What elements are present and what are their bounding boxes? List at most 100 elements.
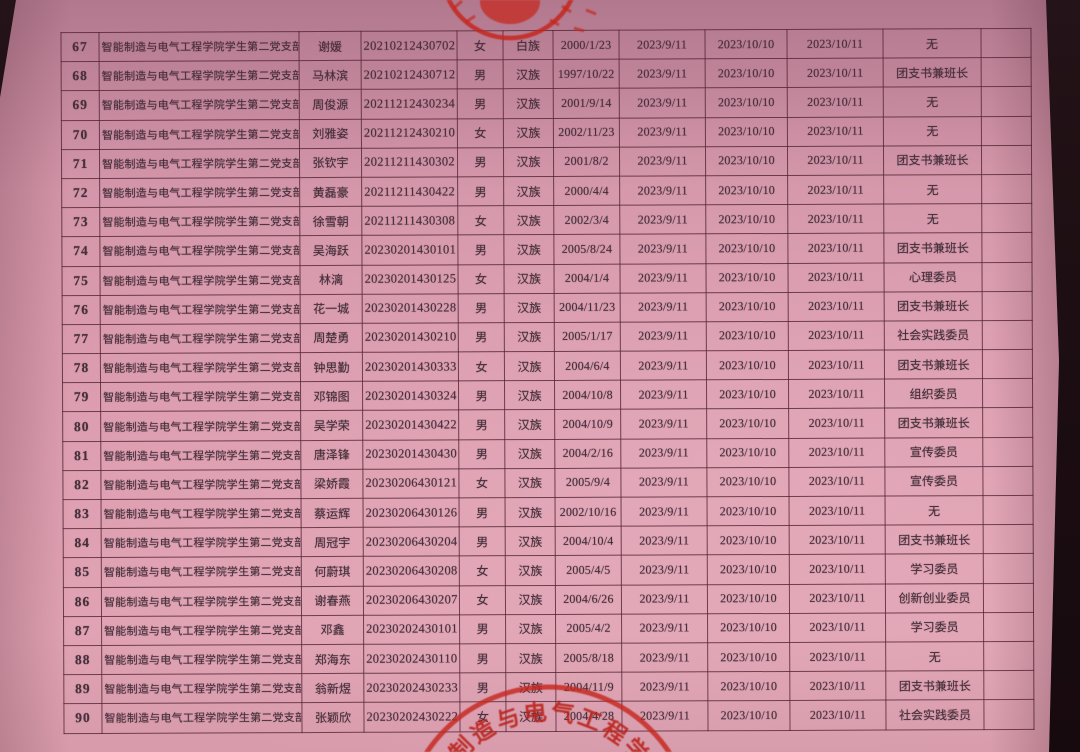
table-cell: 汉族 bbox=[503, 234, 554, 265]
table-cell: 2023/9/11 bbox=[620, 409, 707, 439]
table-cell: 无 bbox=[885, 641, 984, 672]
table-cell: 团支书兼班长 bbox=[885, 524, 984, 555]
table-cell: 汉族 bbox=[504, 439, 555, 469]
table-cell: 2004/2/16 bbox=[554, 438, 621, 469]
table-cell: 89 bbox=[63, 674, 102, 704]
table-cell: 2023/10/10 bbox=[705, 58, 788, 89]
table-cell: 智能制造与电气工程学院学生第二党支部 bbox=[100, 381, 301, 412]
table-cell: 男 bbox=[458, 380, 505, 411]
table-cell bbox=[982, 378, 1033, 409]
table-cell: 20230201430333 bbox=[362, 351, 459, 382]
table-cell: 2004/6/26 bbox=[555, 584, 622, 615]
table-cell: 2023/10/10 bbox=[706, 438, 789, 468]
table-cell: 谢春燕 bbox=[301, 585, 364, 616]
table-cell bbox=[982, 320, 1033, 350]
table-cell: 2004/11/9 bbox=[555, 672, 622, 702]
table-cell: 73 bbox=[61, 207, 100, 237]
table-cell: 智能制造与电气工程学院学生第二党支部 bbox=[100, 323, 301, 354]
table-cell: 20210212430702 bbox=[360, 30, 458, 61]
table-cell: 72 bbox=[61, 178, 100, 208]
table-cell bbox=[983, 495, 1034, 525]
table-cell bbox=[983, 553, 1034, 584]
table-cell: 2023/10/11 bbox=[787, 116, 884, 147]
table-cell: 20230201430210 bbox=[362, 322, 459, 353]
table-cell: 2000/1/23 bbox=[552, 30, 620, 60]
table-cell: 汉族 bbox=[503, 147, 554, 177]
table-row: 89 智能制造与电气工程学院学生第二党支部 翁新煜 20230202430233 男汉族… bbox=[63, 670, 1034, 704]
table-cell: 智能制造与电气工程学院学生第二党支部 bbox=[101, 702, 303, 733]
table-cell: 女 bbox=[456, 30, 504, 61]
table-cell: 2023/9/11 bbox=[620, 350, 707, 381]
table-row: 71 智能制造与电气工程学院学生第二党支部 张钦宇 20211211430302 男汉族… bbox=[61, 145, 1032, 179]
table-cell: 2023/9/11 bbox=[621, 584, 708, 614]
table-cell: 2023/10/11 bbox=[787, 233, 884, 263]
table-cell: 20230202430233 bbox=[363, 673, 460, 703]
table-cell: 男 bbox=[458, 293, 505, 323]
table-row: 86 智能制造与电气工程学院学生第二党支部 谢春燕 20230206430207 女汉族… bbox=[63, 582, 1034, 617]
table-cell: 2023/10/11 bbox=[787, 204, 884, 234]
table-cell: 78 bbox=[62, 353, 101, 383]
table-cell: 2023/10/11 bbox=[787, 58, 884, 88]
table-cell: 2023/10/11 bbox=[788, 350, 885, 380]
table-cell: 女 bbox=[458, 468, 506, 498]
table-cell: 男 bbox=[459, 497, 506, 528]
table-cell bbox=[981, 174, 1032, 204]
table-cell bbox=[983, 612, 1034, 642]
table-cell bbox=[982, 291, 1033, 321]
table-cell: 周俊源 bbox=[299, 89, 362, 120]
table-cell: 2001/8/2 bbox=[553, 146, 620, 177]
table-cell: 无 bbox=[883, 116, 982, 146]
table-cell: 20230202430222 bbox=[363, 702, 461, 732]
table-cell: 2023/10/10 bbox=[706, 467, 790, 497]
table-cell: 2023/9/11 bbox=[620, 467, 708, 498]
table-cell: 2023/10/10 bbox=[705, 117, 788, 147]
table-cell: 宣传委员 bbox=[884, 437, 983, 467]
table-cell: 75 bbox=[61, 265, 101, 296]
table-cell: 2023/10/11 bbox=[789, 671, 886, 701]
table-cell: 男 bbox=[458, 410, 505, 440]
table-cell: 智能制造与电气工程学院学生第二党支部 bbox=[100, 294, 301, 325]
table-cell: 71 bbox=[61, 149, 100, 179]
table-cell: 钟思勤 bbox=[300, 352, 363, 382]
table-cell: 2023/9/11 bbox=[621, 555, 708, 585]
table-cell: 汉族 bbox=[503, 118, 554, 148]
table-cell: 87 bbox=[63, 616, 102, 646]
roster-table: 67 智能制造与电气工程学院学生第二党支部 谢媛 20210212430702 女白族 2… bbox=[60, 28, 1035, 734]
table-cell: 2005/8/24 bbox=[553, 234, 620, 264]
table-cell: 黄磊豪 bbox=[299, 177, 362, 207]
table-cell: 智能制造与电气工程学院学生第二党支部 bbox=[99, 60, 300, 91]
table-cell: 2023/10/10 bbox=[706, 379, 789, 410]
table-cell: 男 bbox=[458, 322, 505, 352]
table-cell: 2023/10/11 bbox=[788, 466, 886, 497]
table-cell: 2023/10/11 bbox=[788, 437, 885, 468]
table-cell: 2023/10/10 bbox=[707, 671, 790, 702]
table-row: 75 智能制造与电气工程学院学生第二党支部 林漓 20230201430125 女汉族 2… bbox=[61, 261, 1033, 296]
table-cell: 汉族 bbox=[503, 263, 555, 294]
table-cell: 白族 bbox=[502, 30, 554, 60]
table-cell: 社会实践委员 bbox=[885, 699, 985, 730]
table-cell: 20230201430228 bbox=[362, 293, 459, 324]
table-cell bbox=[982, 437, 1033, 467]
table-cell: 20230201430101 bbox=[361, 235, 458, 265]
table-cell: 2023/10/10 bbox=[706, 350, 789, 381]
table-cell: 20230206430207 bbox=[363, 585, 460, 616]
table-cell: 20211211430302 bbox=[361, 147, 458, 178]
table-cell bbox=[983, 699, 1035, 730]
table-cell: 2023/10/10 bbox=[706, 321, 789, 351]
table-cell: 74 bbox=[61, 236, 100, 267]
table-cell bbox=[981, 232, 1032, 263]
table-cell: 79 bbox=[62, 382, 101, 413]
table-cell bbox=[980, 28, 1032, 58]
table-cell: 男 bbox=[459, 643, 506, 674]
table-cell: 68 bbox=[61, 61, 100, 91]
table-cell: 汉族 bbox=[504, 322, 555, 352]
table-cell: 郑海东 bbox=[301, 644, 364, 674]
table-cell: 2023/10/11 bbox=[788, 408, 885, 439]
table-cell: 团支书兼班长 bbox=[883, 57, 982, 88]
table-cell: 翁新煜 bbox=[301, 673, 364, 703]
table-cell: 男 bbox=[457, 147, 504, 177]
table-cell: 周冠宇 bbox=[301, 527, 364, 557]
table-cell bbox=[981, 57, 1032, 87]
table-cell: 智能制造与电气工程学院学生第二党支部 bbox=[99, 177, 300, 208]
table-cell: 马林滨 bbox=[299, 60, 362, 90]
